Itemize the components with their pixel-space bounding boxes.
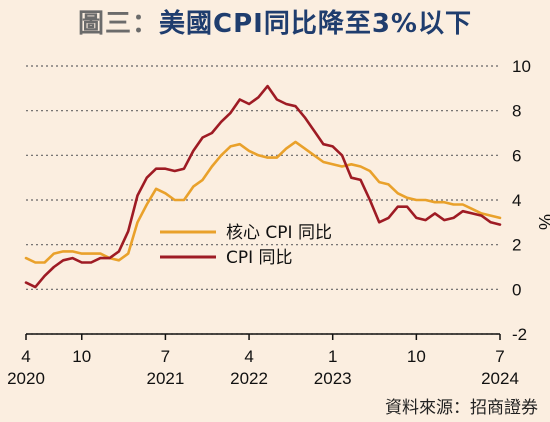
chart-title-prefix: 圖三： — [78, 9, 160, 39]
x-tick-month: 10 — [407, 347, 426, 366]
legend-label-cpi: CPI 同比 — [226, 248, 293, 268]
x-tick-month: 10 — [72, 347, 91, 366]
y-tick-label: -2 — [512, 325, 527, 344]
y-tick-label: 4 — [512, 191, 521, 210]
y-tick-label: 0 — [512, 280, 521, 299]
x-tick-month: 7 — [161, 347, 170, 366]
title-bar: 圖三：美國CPI同比降至3%以下 — [0, 0, 550, 46]
x-tick-year: 2022 — [230, 369, 268, 388]
cpi-line — [24, 84, 502, 289]
chart-title: 圖三：美國CPI同比降至3%以下 — [0, 3, 550, 40]
y-tick-label: 6 — [512, 146, 521, 165]
y-tick-label: 10 — [512, 57, 531, 76]
y-tick-label: 8 — [512, 102, 521, 121]
y-tick-label: 2 — [512, 236, 521, 255]
core-cpi-line — [24, 140, 502, 264]
x-tick-year: 2024 — [481, 369, 519, 388]
y-axis-unit-label: % — [535, 214, 550, 230]
x-tick-year: 2023 — [314, 369, 352, 388]
x-tick-month: 1 — [328, 347, 337, 366]
source-note: 資料來源：招商證券 — [385, 398, 538, 418]
x-tick-year: 2021 — [146, 369, 184, 388]
x-tick-year: 2020 — [7, 369, 45, 388]
x-tick-month: 7 — [495, 347, 504, 366]
legend-label-core-cpi: 核心 CPI 同比 — [226, 223, 332, 243]
chart-title-main: 美國CPI同比降至3%以下 — [159, 9, 472, 39]
x-tick-month: 4 — [244, 347, 253, 366]
x-tick-month: 4 — [21, 347, 30, 366]
